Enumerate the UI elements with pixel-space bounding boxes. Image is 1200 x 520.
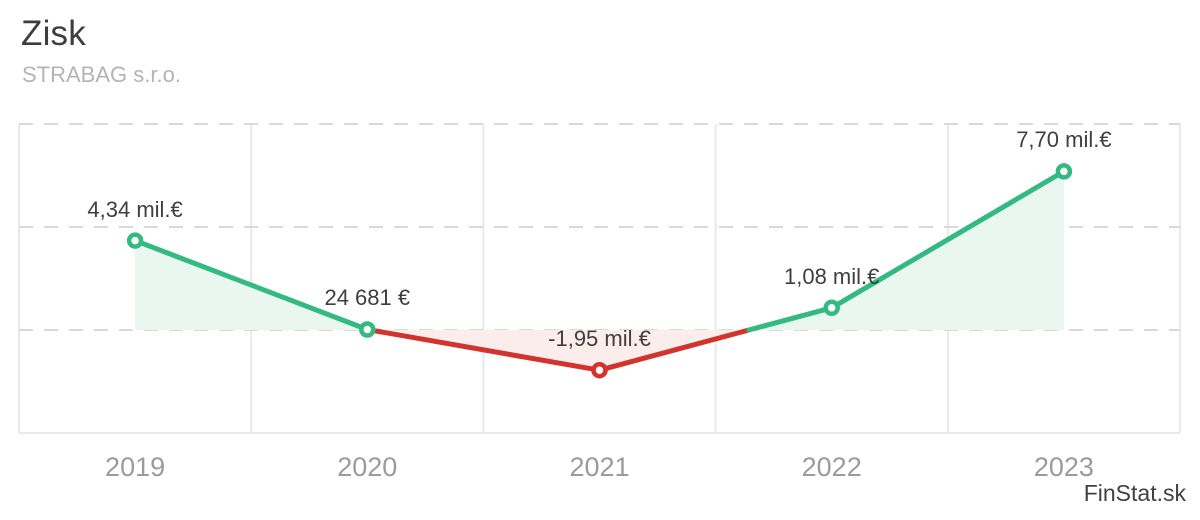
data-point-2023[interactable] <box>1055 163 1073 180</box>
positive-area-fill <box>748 171 1064 330</box>
data-point-2021[interactable] <box>591 361 608 379</box>
company-name: STRABAG s.r.o. <box>22 62 181 87</box>
data-point-2019[interactable] <box>126 232 144 249</box>
data-point-2020[interactable] <box>359 321 376 338</box>
negative-area-fill <box>370 330 749 371</box>
data-point-2022[interactable] <box>823 299 840 317</box>
chart-title: Zisk <box>21 14 86 53</box>
finstat-watermark-link[interactable]: FinStat.sk <box>1083 480 1186 506</box>
positive-area-fill <box>135 240 371 330</box>
